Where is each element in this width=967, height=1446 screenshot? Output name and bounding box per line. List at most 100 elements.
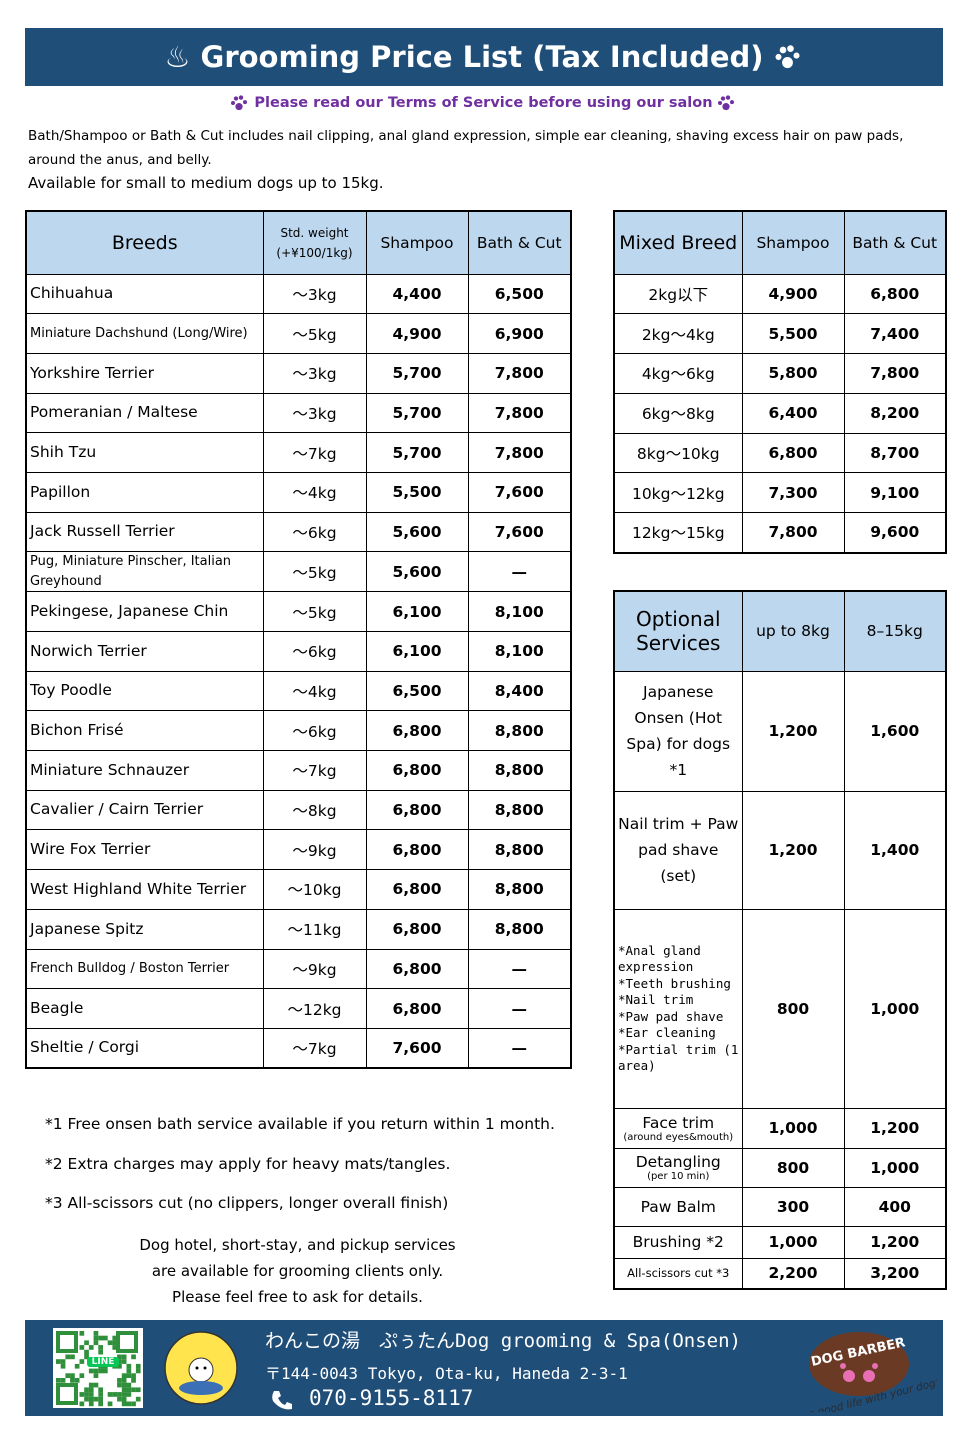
weight: ～7kg: [262, 1027, 367, 1069]
weight: ～5kg: [262, 591, 367, 632]
service-name: Nail trim + Paw pad shave (set): [618, 815, 739, 885]
price: —: [467, 1027, 572, 1069]
service-cell: All-scissors cut *3: [613, 1257, 743, 1290]
title-bar: ♨ Grooming Price List (Tax Included): [25, 28, 943, 86]
price: 1,000: [843, 1147, 947, 1188]
header-row: Mixed Breed Shampoo Bath & Cut: [613, 210, 947, 275]
header-cell: up to 8kg: [741, 590, 845, 672]
header-cell: 8–15kg: [843, 590, 947, 672]
table-row: Pekingese, Japanese Chin ～5kg 6,100 8,100: [25, 591, 572, 632]
price: 8,800: [467, 829, 572, 871]
price: 800: [741, 908, 845, 1109]
services-note: Please feel free to ask for details.: [172, 1288, 423, 1306]
breed-name: Miniature Dachshund (Long/Wire): [25, 313, 264, 354]
table-row: 2kg～4kg 5,500 7,400: [613, 313, 947, 355]
table-row: Nail trim + Paw pad shave (set) 1,200 1,40…: [613, 790, 947, 910]
service-cell: Detangling (per 10 min): [613, 1147, 743, 1188]
weight: ～7kg: [262, 750, 367, 791]
table-row: Detangling (per 10 min) 800 1,000: [613, 1147, 947, 1188]
header-cell: Bath & Cut: [467, 210, 572, 275]
notice-text: Please read our Terms of Service before …: [254, 95, 713, 111]
table-row: Japanese Spitz ～11kg 6,800 8,800: [25, 908, 572, 950]
price: 6,800: [365, 750, 469, 791]
weight: ～7kg: [262, 432, 367, 473]
price: 6,500: [365, 670, 469, 712]
table-row: Toy Poodle ～4kg 6,500 8,400: [25, 670, 572, 712]
table-row: All-scissors cut *3 2,200 3,200: [613, 1257, 947, 1290]
service-cell: Brushing *2: [613, 1225, 743, 1259]
table-row: Jack Russell Terrier ～6kg 5,600 7,600: [25, 511, 572, 553]
price: 6,400: [741, 392, 845, 434]
table-row: Miniature Dachshund (Long/Wire) ～5kg 4,900…: [25, 313, 572, 354]
intro: Available for small to medium dogs up to…: [28, 174, 384, 192]
price: 6,800: [741, 432, 845, 474]
table-row: West Highland White Terrier ～10kg 6,800 8,8…: [25, 869, 572, 910]
price: 1,000: [741, 1225, 845, 1259]
breed-name: Pug, Miniature Pinscher, Italian Greyhou…: [25, 551, 264, 593]
service-item: *Anal gland expression: [618, 942, 701, 975]
price: 8,800: [467, 869, 572, 910]
weight: ～3kg: [262, 273, 367, 315]
price: 7,800: [467, 392, 572, 434]
table-row: Face trim (around eyes&mouth) 1,000 1,200: [613, 1107, 947, 1149]
header-note: (+¥100/1kg): [276, 245, 353, 260]
price: 400: [843, 1186, 947, 1227]
header-cell: Std. weight (+¥100/1kg): [262, 210, 367, 275]
price: 1,600: [843, 670, 947, 792]
service-name: Japanese Onsen (Hot Spa) for dogs *1: [626, 683, 731, 779]
dog-barber-badge: DOG BARBER For a good life with your dog…: [787, 1332, 937, 1412]
weight: ～4kg: [262, 670, 367, 712]
header-cell: Breeds: [25, 210, 264, 275]
price: 1,200: [741, 670, 845, 792]
price: 8,100: [467, 591, 572, 632]
mixed-table: Mixed Breed Shampoo Bath & Cut 2kg以下 4,900 6,…: [613, 210, 947, 554]
footnote: *2 Extra charges may apply for heavy mat…: [45, 1155, 451, 1173]
service-note: (per 10 min): [647, 1171, 710, 1182]
service-item: *Partial trim (1 area): [618, 1041, 739, 1074]
table-row: 10kg～12kg 7,300 9,100: [613, 472, 947, 514]
price: 6,500: [467, 273, 572, 315]
table-row: Brushing *2 1,000 1,200: [613, 1225, 947, 1259]
price: 8,800: [467, 789, 572, 831]
header-text: Std. weight: [280, 225, 349, 240]
paw-icon: [717, 95, 734, 111]
price: 1,200: [843, 1225, 947, 1259]
footer: LINE わんこの湯 ぷぅたんDog grooming & Spa(Onsen)…: [25, 1320, 943, 1416]
weight: ～8kg: [262, 789, 367, 831]
phone-icon: [272, 1391, 292, 1410]
price: 6,800: [843, 273, 947, 315]
notice: Please read our Terms of Service before …: [0, 94, 967, 112]
price: —: [467, 948, 572, 990]
header-row: Breeds Std. weight (+¥100/1kg) Shampoo Bath …: [25, 210, 572, 275]
price: 6,800: [365, 829, 469, 871]
price: 9,600: [843, 512, 947, 554]
weight: ～3kg: [262, 352, 367, 394]
table-row: Yorkshire Terrier ～3kg 5,700 7,800: [25, 352, 572, 394]
service-cell: Face trim (around eyes&mouth): [613, 1107, 743, 1149]
price: 8,700: [843, 432, 947, 474]
table-row: French Bulldog / Boston Terrier ～9kg 6,800…: [25, 948, 572, 990]
breed-name: Toy Poodle: [25, 670, 264, 712]
table-row: 8kg～10kg 6,800 8,700: [613, 432, 947, 474]
paw-icon: [231, 95, 248, 111]
weight: ～5kg: [262, 313, 367, 354]
breed-name: Wire Fox Terrier: [25, 829, 264, 871]
service-item: *Ear cleaning: [618, 1025, 716, 1040]
breed-name: Yorkshire Terrier: [25, 352, 264, 394]
price: 1,400: [843, 790, 947, 910]
price: 8,100: [467, 631, 572, 672]
price: 300: [741, 1186, 845, 1227]
price: 6,800: [365, 948, 469, 990]
price: 5,700: [365, 352, 469, 394]
price: —: [467, 551, 572, 593]
breed-name: Sheltie / Corgi: [25, 1027, 264, 1069]
price: 6,800: [365, 710, 469, 752]
service-note: (around eyes&mouth): [623, 1131, 734, 1143]
price: 6,800: [365, 908, 469, 950]
weight: ～3kg: [262, 392, 367, 434]
table-row: 4kg～6kg 5,800 7,800: [613, 353, 947, 394]
service-item: *Nail trim: [618, 992, 694, 1007]
weight: ～12kg: [262, 988, 367, 1029]
price: 7,800: [741, 512, 845, 554]
weight: ～6kg: [262, 710, 367, 752]
